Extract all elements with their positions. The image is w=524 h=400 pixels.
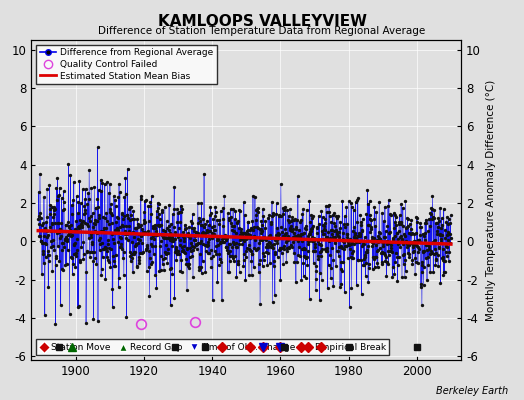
Legend: Station Move, Record Gap, Time of Obs. Change, Empirical Break: Station Move, Record Gap, Time of Obs. C… — [36, 339, 389, 356]
Text: Berkeley Earth: Berkeley Earth — [436, 386, 508, 396]
Text: Difference of Station Temperature Data from Regional Average: Difference of Station Temperature Data f… — [99, 26, 425, 36]
Text: KAMLOOPS VALLEYVIEW: KAMLOOPS VALLEYVIEW — [158, 14, 366, 29]
Y-axis label: Monthly Temperature Anomaly Difference (°C): Monthly Temperature Anomaly Difference (… — [486, 79, 496, 321]
